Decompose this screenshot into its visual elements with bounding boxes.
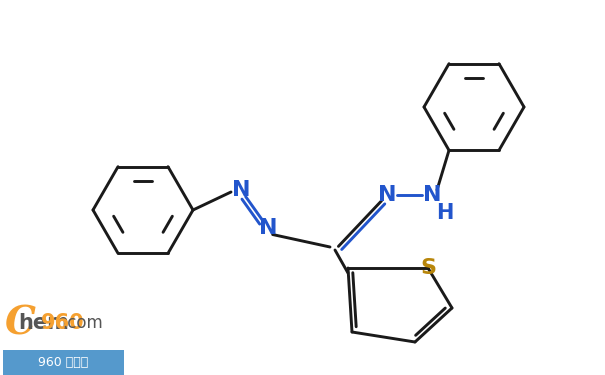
- Text: C: C: [4, 304, 36, 342]
- Text: N: N: [378, 185, 396, 205]
- Text: N: N: [259, 218, 277, 238]
- Text: N: N: [232, 180, 250, 200]
- Text: hem: hem: [18, 313, 69, 333]
- Text: H: H: [436, 203, 454, 223]
- Text: N: N: [423, 185, 441, 205]
- Text: .com: .com: [62, 314, 102, 332]
- Text: 960 化工网: 960 化工网: [38, 356, 88, 369]
- Bar: [3, 350, 124, 375]
- Text: 960: 960: [41, 313, 85, 333]
- Text: S: S: [420, 258, 436, 278]
